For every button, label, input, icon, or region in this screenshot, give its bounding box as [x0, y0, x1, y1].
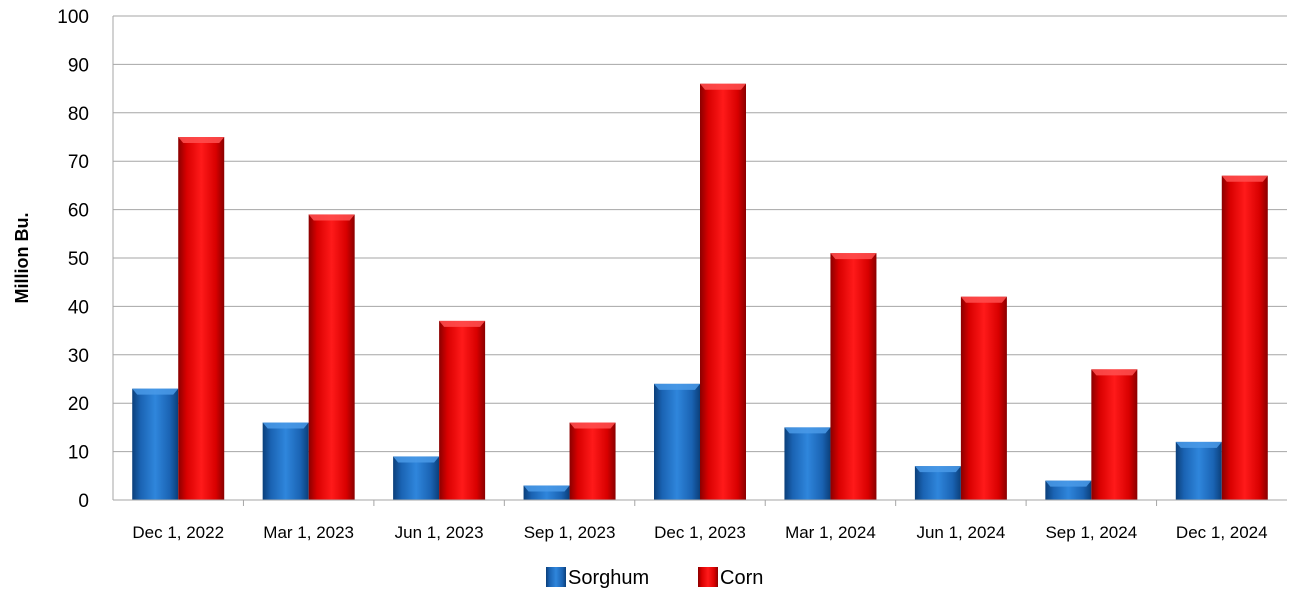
- y-tick-label: 90: [68, 55, 89, 76]
- bar-sorghum: [393, 456, 440, 500]
- bar-bevel: [830, 253, 877, 260]
- x-category-label: Jun 1, 2023: [395, 523, 484, 542]
- x-category-label: Mar 1, 2024: [785, 523, 876, 542]
- bar-body: [1175, 441, 1222, 500]
- bar-bevel: [700, 83, 746, 90]
- bar-bevel: [132, 388, 179, 395]
- bar-bevel: [1045, 480, 1092, 487]
- bar-corn: [1091, 369, 1138, 500]
- y-tick-label: 10: [68, 443, 89, 464]
- bar-sorghum: [523, 485, 570, 500]
- bar-corn: [700, 83, 746, 500]
- bar-body: [393, 456, 440, 500]
- bar-bevel: [393, 456, 440, 463]
- bar-corn: [960, 296, 1007, 500]
- x-category-label: Mar 1, 2023: [263, 523, 354, 542]
- bar-bevel: [960, 296, 1007, 303]
- bar-sorghum: [1175, 441, 1222, 500]
- y-tick-label: 0: [78, 491, 89, 512]
- bar-corn: [308, 214, 355, 500]
- x-category-label: Dec 1, 2023: [654, 523, 746, 542]
- bar-body: [262, 422, 309, 500]
- x-category-label: Dec 1, 2024: [1176, 523, 1268, 542]
- bar-body: [569, 422, 616, 500]
- bar-body: [132, 388, 179, 500]
- bar-body: [654, 383, 700, 500]
- legend-swatch: [698, 567, 718, 587]
- bar-body: [1221, 175, 1268, 500]
- legend-label: Corn: [720, 567, 763, 589]
- y-tick-label: 70: [68, 152, 89, 173]
- bar-bevel: [178, 137, 225, 143]
- bar-corn: [1221, 175, 1268, 500]
- bar-bevel: [1175, 441, 1222, 448]
- y-tick-label: 40: [68, 297, 89, 318]
- legend: Sorghum Corn: [546, 567, 763, 589]
- bar-sorghum: [132, 388, 179, 500]
- bar-corn: [439, 320, 486, 500]
- y-tick-label: 100: [57, 7, 89, 28]
- bar-corn: [830, 253, 877, 500]
- bar-bevel: [654, 383, 700, 390]
- bar-body: [178, 137, 225, 500]
- bar-corn: [569, 422, 616, 500]
- y-tick-label: 20: [68, 394, 89, 415]
- bar-bevel: [914, 466, 961, 473]
- bar-sorghum: [784, 427, 831, 500]
- bar-bevel: [569, 422, 616, 429]
- y-tick-label: 50: [68, 249, 89, 270]
- x-category-label: Sep 1, 2024: [1045, 523, 1137, 542]
- bar-body: [960, 296, 1007, 500]
- bar-bevel: [262, 422, 309, 429]
- bar-bevel: [439, 320, 486, 327]
- bar-body: [700, 83, 746, 500]
- x-category-label: Dec 1, 2022: [132, 523, 224, 542]
- bar-body: [308, 214, 355, 500]
- legend-item-corn: Corn: [698, 567, 763, 589]
- x-category-label: Jun 1, 2024: [916, 523, 1005, 542]
- y-axis-label: Million Bu.: [12, 213, 32, 304]
- bar-body: [1091, 369, 1138, 500]
- bar-bevel: [308, 214, 355, 221]
- bar-corn: [178, 137, 225, 500]
- bar-sorghum: [262, 422, 309, 500]
- legend-swatch: [546, 567, 566, 587]
- axes: 0 10 20 30 40 50 60 70 80 90 100 Dec 1, 2022 Mar 1, …: [57, 7, 1287, 542]
- legend-item-sorghum: Sorghum: [546, 567, 649, 589]
- y-tick-label: 60: [68, 201, 89, 222]
- bar-sorghum: [1045, 480, 1092, 500]
- bar-body: [830, 253, 877, 500]
- bar-sorghum: [914, 466, 961, 500]
- x-category-label: Sep 1, 2023: [524, 523, 616, 542]
- bar-body: [439, 320, 486, 500]
- bar-sorghum: [654, 383, 700, 500]
- bar-bevel: [1221, 175, 1268, 182]
- bar-bevel: [1091, 369, 1138, 376]
- bar-body: [784, 427, 831, 500]
- legend-label: Sorghum: [568, 567, 649, 589]
- bar-bevel: [523, 485, 570, 492]
- bar-bevel: [784, 427, 831, 434]
- y-tick-label: 30: [68, 346, 89, 367]
- y-tick-label: 80: [68, 104, 89, 125]
- bars: [132, 83, 1268, 500]
